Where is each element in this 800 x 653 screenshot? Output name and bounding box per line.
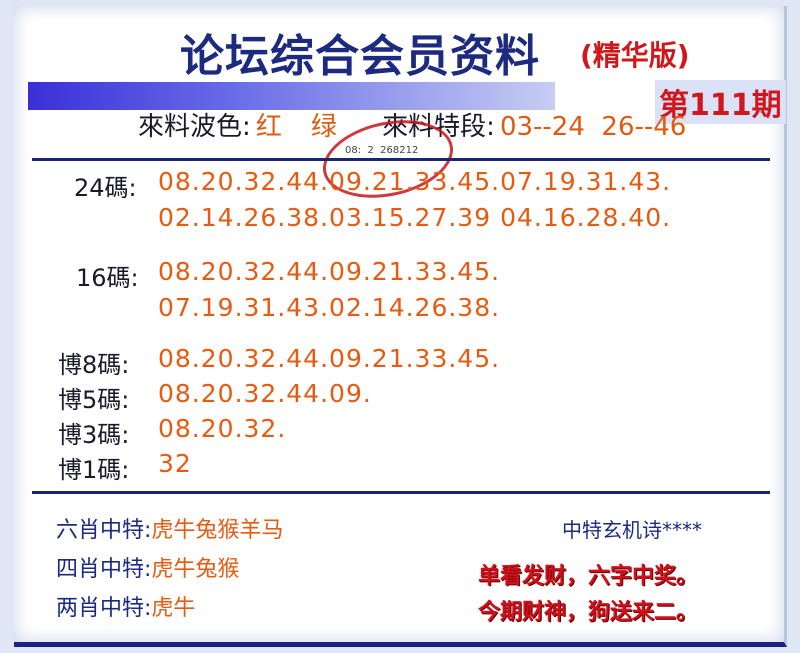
- code-label: 博1碼:: [58, 456, 130, 484]
- zodiac-label: 两肖中特:: [56, 596, 152, 621]
- code-line: 08.20.32.: [158, 414, 287, 443]
- zodiac-row: 四肖中特:虎牛兔猴: [56, 551, 239, 583]
- decorative-bar: [28, 82, 555, 110]
- code-line: 32: [158, 449, 192, 478]
- page-title: 论坛综合会员资料: [180, 31, 540, 82]
- code-label: 博8碼:: [58, 351, 130, 379]
- code-label: 16碼:: [76, 264, 139, 292]
- divider: [32, 158, 770, 161]
- color-label: 來料波色:: [138, 112, 251, 142]
- code-line: 07.19.31.43.02.14.26.38.: [158, 293, 501, 322]
- color-value: 绿: [310, 112, 337, 142]
- segment-label: 來料特段:: [382, 112, 495, 142]
- zodiac-value: 虎牛兔猴: [151, 557, 240, 582]
- code-line: 08.20.32.44.09.21.33.45.07.19.31.43.: [158, 167, 672, 196]
- code-label: 24碼:: [74, 174, 137, 202]
- issue-number: 第111期: [655, 80, 786, 124]
- zodiac-row: 六肖中特:虎牛兔猴羊马: [56, 512, 283, 544]
- zodiac-label: 六肖中特:: [56, 518, 152, 543]
- divider: [32, 491, 770, 494]
- code-label: 博3碼:: [58, 421, 130, 449]
- code-label: 博5碼:: [58, 386, 130, 414]
- code-line: 08.20.32.44.09.: [158, 379, 372, 408]
- code-line: 08.20.32.44.09.21.33.45.: [158, 344, 501, 373]
- stamp-text: 08: 2 268212: [345, 145, 419, 156]
- poem-line: 今期财神，狗送来二。: [478, 600, 699, 625]
- poem-line: 单看发财，六字中奖。: [478, 564, 699, 589]
- zodiac-value: 虎牛兔猴羊马: [151, 518, 284, 543]
- edition-label: (精华版): [580, 39, 690, 72]
- zodiac-value: 虎牛: [151, 596, 196, 621]
- code-line: 08.20.32.44.09.21.33.45.: [158, 257, 501, 286]
- color-value: 红: [255, 112, 282, 142]
- zodiac-row: 两肖中特:虎牛: [56, 590, 195, 622]
- code-line: 02.14.26.38.03.15.27.39 04.16.28.40.: [158, 203, 672, 232]
- zodiac-label: 四肖中特:: [56, 557, 152, 582]
- poem-title: 中特玄机诗****: [562, 518, 702, 542]
- segment-value: 03--24 26--46: [499, 112, 687, 142]
- info-row: 來料波色: 红 绿 來料特段: 03--24 26--46: [138, 112, 686, 145]
